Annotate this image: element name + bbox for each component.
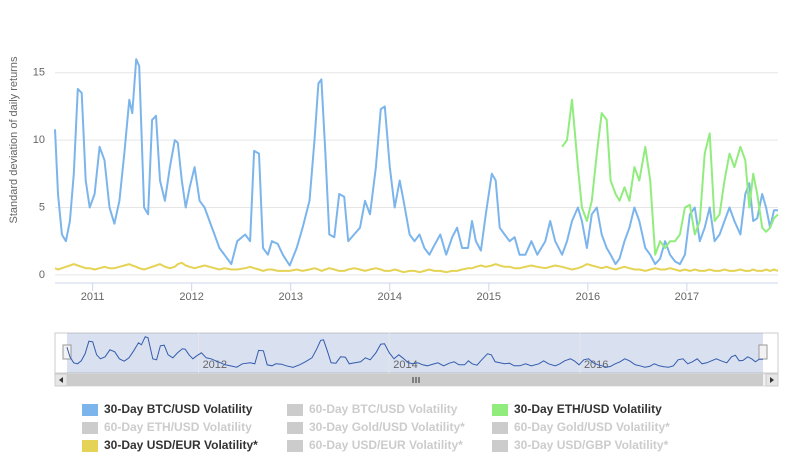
legend-item[interactable]: 60-Day Gold/USD Volatility* [514, 420, 670, 434]
legend-item[interactable]: 30-Day BTC/USD Volatility [104, 402, 253, 416]
x-tick-label: 2017 [675, 291, 699, 303]
scrollbar-grip [412, 377, 420, 383]
x-tick-label: 2014 [378, 291, 402, 303]
scrollbar-thumb[interactable] [67, 374, 763, 386]
legend-swatch[interactable] [492, 422, 508, 434]
navigator-tick-label: 2012 [203, 359, 227, 371]
legend-swatch[interactable] [492, 440, 508, 452]
x-tick-label: 2016 [576, 291, 600, 303]
navigator-tick-label: 2016 [584, 359, 608, 371]
y-tick-label: 15 [33, 67, 45, 79]
navigator-handle[interactable] [62, 344, 72, 360]
series-line [54, 58, 778, 267]
legend-item[interactable]: 60-Day USD/EUR Volatility* [309, 438, 463, 452]
scrollbar-right-arrow [770, 377, 774, 383]
x-tick-label: 2013 [278, 291, 302, 303]
legend-swatch[interactable] [82, 422, 98, 434]
navigator-handle[interactable] [758, 344, 768, 360]
x-tick-label: 2012 [179, 291, 203, 303]
legend-item[interactable]: 60-Day BTC/USD Volatility [309, 402, 458, 416]
scrollbar-left-arrow [59, 377, 63, 383]
navigator-frame [54, 332, 779, 374]
x-tick-label: 2015 [477, 291, 501, 303]
series-line [54, 261, 779, 274]
legend-swatch[interactable] [287, 404, 303, 416]
navigator-line [66, 336, 763, 368]
legend-item[interactable]: 30-Day USD/GBP Volatility* [514, 438, 669, 452]
legend-swatch[interactable] [492, 404, 508, 416]
legend-item[interactable]: 30-Day Gold/USD Volatility* [309, 420, 465, 434]
legend-swatch[interactable] [82, 404, 98, 416]
y-tick-label: 0 [39, 269, 45, 281]
legend-swatch[interactable] [82, 440, 98, 452]
y-tick-label: 5 [39, 201, 45, 213]
legend-item[interactable]: 30-Day ETH/USD Volatility [514, 402, 662, 416]
legend-item[interactable]: 30-Day USD/EUR Volatility* [104, 438, 258, 452]
legend-item[interactable]: 60-Day ETH/USD Volatility [104, 420, 252, 434]
y-axis-title: Standard deviation of daily returns [8, 56, 20, 223]
series-line [561, 98, 779, 256]
navigator-tick-label: 2014 [393, 359, 417, 371]
y-tick-label: 10 [33, 134, 45, 146]
legend-swatch[interactable] [287, 422, 303, 434]
x-tick-label: 2011 [81, 291, 105, 303]
legend-swatch[interactable] [287, 440, 303, 452]
